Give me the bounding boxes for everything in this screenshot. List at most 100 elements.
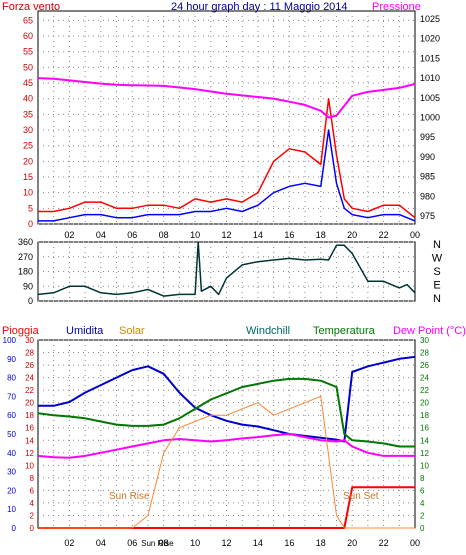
pressure-y-tick: 980 [420, 191, 435, 201]
temp-y-tick: 20 [420, 399, 429, 408]
temp-y-tick: 18 [420, 411, 429, 420]
rain-y-tick: 30 [25, 336, 34, 345]
rain-y-tick: 2 [30, 511, 35, 520]
temp-y-tick: 22 [420, 386, 429, 395]
direction-y-tick: 0 [28, 296, 33, 306]
temp-y-tick: 6 [420, 486, 425, 495]
direction-y-tick: 90 [23, 281, 33, 291]
rain-y-tick: 8 [30, 474, 35, 483]
pressure-line [37, 77, 416, 119]
solar-legend: Solar [119, 325, 145, 337]
wind-y-tick: 50 [23, 62, 33, 72]
temp-y-tick: 2 [420, 511, 425, 520]
pressure-y-tick: 1000 [420, 113, 440, 123]
wind-direction-line [37, 241, 416, 297]
humidity-y-tick: 70 [7, 392, 16, 401]
rain-y-tick: 6 [30, 486, 35, 495]
direction-compass-label: N [433, 293, 441, 305]
wind-y-tick: 40 [23, 94, 33, 104]
direction-compass-label: S [433, 266, 440, 278]
wind-y-tick: 30 [23, 125, 33, 135]
humidity-y-tick: 30 [7, 468, 16, 477]
temp-y-tick: 28 [420, 349, 429, 358]
humidity-line [38, 355, 416, 443]
x-tick-label: 14 [253, 538, 263, 548]
rain-y-tick: 20 [25, 399, 34, 408]
direction-y-tick: 270 [18, 252, 33, 262]
x-tick-label: 12 [221, 230, 231, 240]
wind-line [38, 97, 416, 219]
x-tick-label: 08 [159, 230, 169, 240]
temp-y-tick: 8 [420, 474, 425, 483]
dewpoint-legend: Dew Point (°C) [393, 325, 466, 337]
humidity-y-tick: 40 [7, 449, 16, 458]
gust-line [38, 129, 416, 222]
rain-y-tick: 16 [25, 424, 34, 433]
direction-y-tick: 180 [18, 267, 33, 277]
rain-y-tick: 10 [25, 461, 34, 470]
wind-y-tick: 25 [23, 141, 33, 151]
rain-y-tick: 4 [30, 499, 35, 508]
humidity-y-tick: 100 [3, 336, 17, 345]
rain-y-tick: 18 [25, 411, 34, 420]
wind-panel-frame [37, 10, 416, 225]
x-tick-label: 18 [316, 538, 326, 548]
rain-y-tick: 0 [30, 524, 35, 533]
humidity-y-tick: 80 [7, 374, 16, 383]
rain-legend: Pioggia [2, 325, 40, 337]
rain-y-tick: 14 [25, 436, 34, 445]
x-tick-label: 12 [221, 538, 231, 548]
wind-axis-title: Forza vento [2, 1, 60, 13]
direction-compass-label: N [433, 239, 441, 251]
rain-y-tick: 24 [25, 374, 34, 383]
sun-set-label: Sun Set [343, 491, 379, 502]
rain-y-tick: 26 [25, 361, 34, 370]
temp-y-tick: 4 [420, 499, 425, 508]
pressure-y-tick: 1020 [420, 34, 440, 44]
wind-y-tick: 65 [23, 15, 33, 25]
pressure-axis-title: Pressione [372, 1, 421, 13]
wind-y-tick: 20 [23, 156, 33, 166]
x-tick-label: 04 [96, 538, 106, 548]
wind-y-tick: 45 [23, 78, 33, 88]
pressure-y-tick: 1010 [420, 73, 440, 83]
sun-rise-label: Sun Rise [109, 491, 150, 502]
wind-y-tick: 60 [23, 31, 33, 41]
wind-y-tick: 15 [23, 172, 33, 182]
rain-line [38, 486, 415, 529]
x-tick-label: 22 [379, 538, 389, 548]
temp-y-tick: 16 [420, 424, 429, 433]
direction-compass-label: W [432, 253, 443, 265]
x-tick-label: 02 [64, 538, 74, 548]
direction-y-tick: 360 [18, 237, 33, 247]
temp-y-tick: 12 [420, 449, 429, 458]
humidity-y-tick: 60 [7, 411, 16, 420]
x-tick-label: 20 [347, 230, 357, 240]
x-tick-label: 00 [410, 538, 420, 548]
x-tick-label: Sun Rise [141, 539, 174, 548]
pressure-y-tick: 990 [420, 152, 435, 162]
solar-line [38, 395, 415, 529]
temp-y-tick: 26 [420, 361, 429, 370]
humidity-y-tick: 0 [12, 524, 17, 533]
x-tick-label: 06 [127, 538, 137, 548]
x-tick-label: 18 [316, 230, 326, 240]
dewpoint-line [37, 433, 415, 459]
temp-y-tick: 24 [420, 374, 429, 383]
x-tick-label: 22 [379, 230, 389, 240]
temp-y-tick: 10 [420, 461, 429, 470]
humidity-legend: Umidita [66, 325, 104, 337]
temperature-line [37, 377, 415, 448]
pressure-y-tick: 1005 [420, 93, 440, 103]
direction-compass-label: E [433, 280, 440, 292]
pressure-y-tick: 1025 [420, 14, 440, 24]
temp-y-tick: 0 [420, 524, 425, 533]
rain-y-tick: 28 [25, 349, 34, 358]
humidity-y-tick: 90 [7, 355, 16, 364]
temp-y-tick: 14 [420, 436, 429, 445]
x-tick-label: 10 [190, 538, 200, 548]
x-tick-label: 20 [347, 538, 357, 548]
x-tick-label: 00 [410, 230, 420, 240]
x-tick-label: 04 [96, 230, 106, 240]
